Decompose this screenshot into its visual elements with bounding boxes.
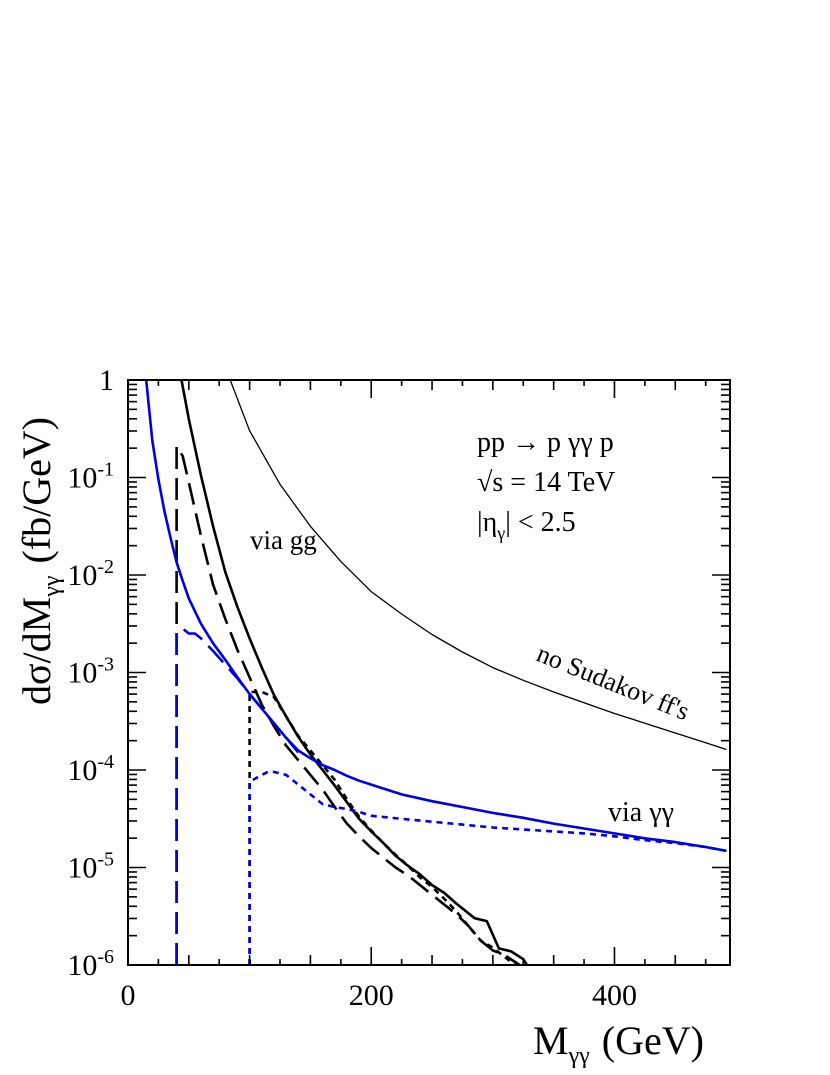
y-tick-exp--3: -3 — [97, 654, 114, 676]
y-tick-label-0: 1 — [99, 364, 114, 397]
x-tick-label-400: 400 — [592, 979, 637, 1012]
x-tick-label-0: 0 — [121, 979, 136, 1012]
curves-layer — [144, 379, 727, 967]
y-tick-label--2: 10-2 — [67, 556, 114, 592]
y-tick-exp--1: -1 — [97, 459, 114, 481]
series-blue-dashed-long-5 — [175, 627, 300, 965]
y-axis-sub: γγ — [39, 575, 65, 598]
series-black-solid-thin-0 — [229, 379, 727, 751]
label-via-yy: via γγ — [608, 797, 674, 828]
y-tick-label--6: 10-6 — [67, 946, 114, 982]
plot-frame — [127, 379, 731, 966]
y-tick-label--4: 10-4 — [67, 751, 114, 787]
y-tick-label--1: 10-1 — [67, 459, 114, 495]
eta-sub: γ — [496, 523, 505, 543]
y-axis-unit: (fb/GeV) — [14, 417, 59, 564]
x-axis-unit: (GeV) — [602, 1018, 704, 1063]
y-tick-exp--4: -4 — [97, 751, 114, 773]
y-tick-base--1: 10 — [67, 462, 97, 495]
axis-ticks — [127, 379, 730, 966]
y-tick-label--3: 10-3 — [67, 654, 114, 690]
y-tick-base--6: 10 — [67, 949, 97, 982]
x-axis-sub: γγ — [568, 1043, 591, 1069]
sqrt-symbol: √ — [477, 467, 493, 498]
y-tick-base--4: 10 — [67, 754, 97, 787]
y-tick-label--5: 10-5 — [67, 849, 114, 885]
x-axis-var: M — [533, 1018, 569, 1063]
sqrt-s-label: √s = 14 TeV — [477, 467, 615, 498]
y-tick-base-0: 1 — [99, 364, 114, 397]
y-tick-base--5: 10 — [67, 852, 97, 885]
y-tick-base--3: 10 — [67, 657, 97, 690]
y-tick-exp--5: -5 — [97, 849, 114, 871]
series-black-dotted-3 — [248, 690, 516, 967]
label-via-gg: via gg — [250, 525, 317, 555]
y-axis-var: dσ/dM — [14, 597, 59, 705]
y-axis-title: dσ/dMγγ (fb/GeV) — [14, 417, 65, 705]
series-blue-dotted-6 — [248, 770, 727, 965]
eta-start: |η — [477, 507, 497, 538]
series-blue-solid-4 — [144, 379, 727, 853]
y-tick-base--2: 10 — [67, 559, 97, 592]
x-axis-title: Mγγ (GeV) — [533, 1018, 704, 1069]
y-tick-exp--2: -2 — [97, 556, 114, 578]
process-label: pp → p γγ p — [477, 427, 614, 458]
x-tick-label-200: 200 — [349, 979, 394, 1012]
eta-end: | < 2.5 — [505, 507, 575, 538]
energy-text: s = 14 TeV — [492, 467, 615, 498]
y-tick-exp--6: -6 — [97, 946, 114, 968]
series-black-dashed-long-2 — [175, 445, 521, 967]
eta-cut-label: |ηγ| < 2.5 — [477, 507, 576, 543]
